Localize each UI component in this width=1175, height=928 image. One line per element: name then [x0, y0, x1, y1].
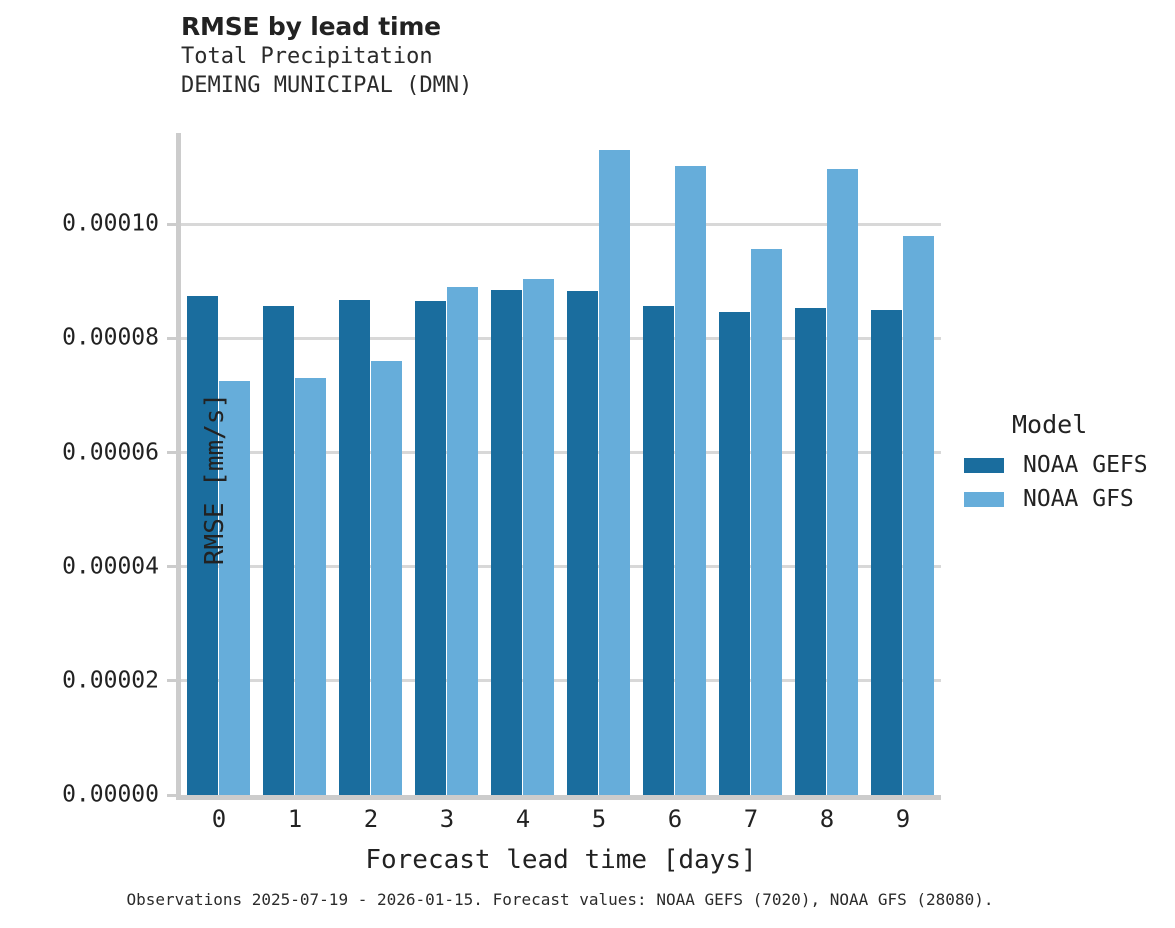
x-tick-label: 3 — [439, 805, 455, 833]
y-tick-label: 0.00004 — [62, 553, 159, 580]
y-tick-mark — [167, 451, 176, 455]
x-axis-line — [176, 795, 941, 800]
bar-noaa-gefs-lead-0[interactable] — [186, 295, 218, 795]
legend-swatch-icon — [964, 491, 1004, 507]
legend-swatch-icon — [964, 457, 1004, 473]
y-tick-mark — [167, 336, 176, 340]
y-tick-label: 0.00006 — [62, 439, 159, 466]
chart-header: RMSE by lead time Total Precipitation DE… — [181, 12, 941, 100]
page-title: RMSE by lead time — [181, 12, 441, 41]
x-tick-label: 1 — [287, 805, 303, 833]
bar-noaa-gefs-lead-5[interactable] — [566, 291, 598, 795]
x-tick-label: 7 — [743, 805, 759, 833]
y-axis-line — [176, 133, 181, 795]
gridline — [181, 679, 941, 683]
legend-item-label: NOAA GEFS — [1023, 452, 1148, 478]
gridline — [181, 336, 941, 340]
bar-noaa-gfs-lead-4[interactable] — [523, 278, 555, 795]
y-tick-mark — [167, 222, 176, 226]
bar-noaa-gfs-lead-1[interactable] — [295, 378, 327, 795]
gridline — [181, 565, 941, 569]
bar-noaa-gefs-lead-1[interactable] — [262, 305, 294, 795]
gridline — [181, 222, 941, 226]
y-axis-title: RMSE [mm/s] — [200, 392, 230, 566]
x-tick-label: 9 — [895, 805, 911, 833]
x-axis-title: Forecast lead time [days] — [365, 845, 757, 875]
x-tick-label: 6 — [667, 805, 683, 833]
x-tick-label: 2 — [363, 805, 379, 833]
y-tick-label: 0.00010 — [62, 210, 159, 237]
chart-subtitle-station: DEMING MUNICIPAL (DMN) — [181, 73, 473, 98]
chart-caption: Observations 2025-07-19 - 2026-01-15. Fo… — [126, 890, 994, 909]
x-tick-label: 5 — [591, 805, 607, 833]
x-tick-label: 8 — [819, 805, 835, 833]
bar-noaa-gfs-lead-2[interactable] — [371, 360, 403, 795]
y-tick-label: 0.00002 — [62, 667, 159, 694]
bar-noaa-gefs-lead-2[interactable] — [338, 300, 370, 795]
legend-item-label: NOAA GFS — [1023, 486, 1134, 512]
y-tick-mark — [167, 565, 176, 569]
y-tick-label: 0.00008 — [62, 324, 159, 351]
gridline — [181, 451, 941, 455]
bar-noaa-gfs-lead-6[interactable] — [675, 166, 707, 795]
bar-noaa-gfs-lead-7[interactable] — [751, 248, 783, 795]
bar-noaa-gefs-lead-9[interactable] — [870, 309, 902, 795]
y-tick-label: 0.00000 — [62, 781, 159, 808]
x-tick-label: 4 — [515, 805, 531, 833]
legend-item-noaa-gefs[interactable]: NOAA GEFS — [964, 448, 1175, 482]
bar-noaa-gfs-lead-8[interactable] — [827, 168, 859, 795]
bar-noaa-gefs-lead-6[interactable] — [642, 305, 674, 795]
bar-noaa-gefs-lead-7[interactable] — [718, 312, 750, 795]
y-tick-mark — [167, 793, 176, 797]
bar-noaa-gefs-lead-3[interactable] — [414, 300, 446, 795]
bar-noaa-gfs-lead-5[interactable] — [599, 149, 631, 795]
bar-noaa-gfs-lead-3[interactable] — [447, 287, 479, 795]
bar-noaa-gefs-lead-8[interactable] — [794, 308, 826, 795]
chart-subtitle-variable: Total Precipitation — [181, 44, 433, 69]
bar-noaa-gefs-lead-4[interactable] — [490, 289, 522, 795]
x-tick-label: 0 — [211, 805, 227, 833]
bar-noaa-gfs-lead-0[interactable] — [219, 381, 251, 795]
legend-item-noaa-gfs[interactable]: NOAA GFS — [964, 482, 1175, 516]
plot-area: 0.00000 0.00002 0.00004 0.00006 0.00008 0.000… — [62, 133, 941, 833]
bar-noaa-gfs-lead-9[interactable] — [903, 236, 935, 795]
legend-title: Model — [1012, 410, 1088, 439]
legend: Model NOAA GEFS NOAA GFS — [964, 410, 1175, 516]
y-tick-mark — [167, 679, 176, 683]
